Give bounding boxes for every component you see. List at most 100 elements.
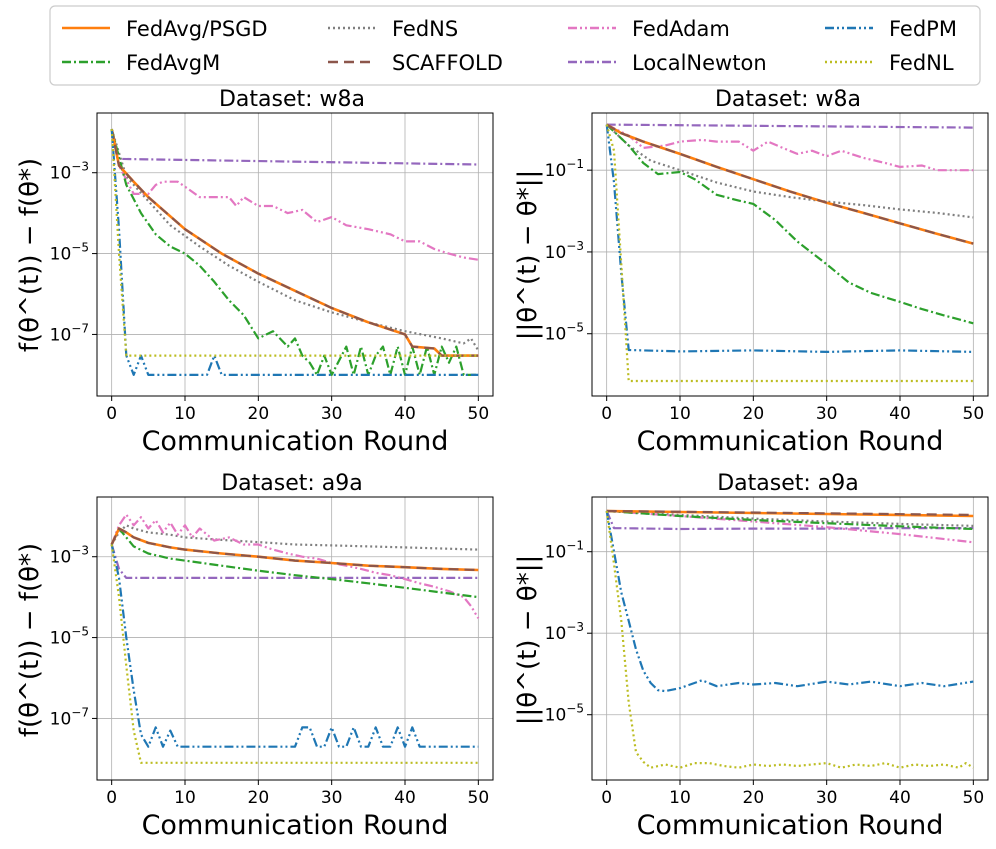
legend-entry: FedNS — [328, 17, 458, 41]
series-line-scaffold — [606, 509, 974, 516]
y-tick-base: 10 — [545, 624, 567, 644]
series-line-fednl — [110, 129, 479, 357]
series-line-fedadam — [110, 128, 479, 261]
y-tick-base: 10 — [50, 325, 72, 345]
series-line-fedavg-psgd — [606, 123, 974, 245]
y-tick-exponent: −5 — [566, 702, 584, 716]
series-line-fedadam — [110, 513, 480, 619]
panel-title: Dataset: a9a — [717, 471, 859, 496]
series-line-fedpm — [605, 510, 974, 693]
series-line-scaffold — [606, 123, 974, 245]
y-tick-exponent: −3 — [566, 239, 584, 253]
legend-entry: FedPM — [825, 17, 957, 41]
legend-entry: LocalNewton — [568, 51, 767, 75]
legend-label: LocalNewton — [632, 51, 767, 75]
y-tick-label: 10−5 — [50, 241, 89, 265]
x-tick-label: 50 — [468, 788, 490, 808]
y-tick-base: 10 — [545, 325, 567, 345]
y-tick-base: 10 — [545, 543, 567, 563]
y-tick-exponent: −1 — [566, 539, 584, 553]
series-line-fedpm — [110, 544, 479, 748]
x-tick-label: 40 — [889, 788, 911, 808]
y-tick-base: 10 — [50, 245, 72, 265]
x-tick-label: 10 — [669, 404, 691, 424]
y-tick-exponent: −3 — [71, 544, 89, 558]
legend-entry: SCAFFOLD — [328, 51, 503, 75]
y-tick-exponent: −7 — [71, 705, 89, 719]
legend-label: FedAvg/PSGD — [126, 17, 268, 41]
series-line-fedavgm — [606, 509, 974, 531]
series-line-fedavgm — [110, 128, 479, 376]
y-tick-base: 10 — [545, 161, 567, 181]
y-tick-exponent: −3 — [566, 620, 584, 634]
y-tick-label: 10−7 — [50, 321, 89, 345]
y-tick-base: 10 — [50, 548, 72, 568]
x-tick-label: 50 — [468, 404, 490, 424]
series-line-fednl — [110, 544, 479, 764]
x-axis-label: Communication Round — [637, 426, 944, 457]
panel-title: Dataset: a9a — [221, 471, 363, 496]
axes-frame — [591, 496, 989, 781]
series-line-fedns — [110, 128, 480, 352]
x-axis-label: Communication Round — [637, 810, 944, 841]
x-axis-label: Communication Round — [142, 426, 449, 457]
legend-label: FedPM — [889, 17, 957, 41]
y-tick-base: 10 — [545, 706, 567, 726]
series-line-fednl — [605, 124, 974, 383]
x-tick-label: 10 — [669, 788, 691, 808]
y-tick-label: 10−3 — [50, 544, 89, 568]
series-line-fedavgm — [110, 527, 479, 599]
series-line-fedns — [110, 524, 479, 551]
x-tick-label: 30 — [321, 404, 343, 424]
legend-label: FedNS — [392, 17, 458, 41]
x-axis-label: Communication Round — [142, 810, 449, 841]
y-tick-label: 10−3 — [545, 239, 584, 263]
series-line-localnewton — [110, 128, 479, 166]
legend-label: FedNL — [889, 51, 954, 75]
series-line-fednl — [605, 510, 974, 769]
y-tick-label: 10−7 — [50, 705, 89, 729]
y-tick-base: 10 — [50, 709, 72, 729]
x-tick-label: 10 — [174, 404, 196, 424]
legend-entry: FedAvgM — [62, 51, 220, 75]
y-tick-base: 10 — [545, 243, 567, 263]
legend-label: SCAFFOLD — [392, 51, 503, 75]
y-tick-exponent: −5 — [71, 625, 89, 639]
x-tick-label: 0 — [106, 404, 117, 424]
series-line-fedavgm — [605, 123, 974, 325]
y-tick-exponent: −5 — [566, 321, 584, 335]
series-line-scaffold — [110, 527, 479, 572]
y-tick-label: 10−5 — [545, 702, 584, 726]
y-tick-base: 10 — [50, 164, 72, 184]
y-tick-label: 10−1 — [545, 539, 584, 563]
y-tick-label: 10−1 — [545, 157, 584, 181]
x-tick-label: 50 — [963, 788, 985, 808]
legend-entry: FedAdam — [568, 17, 730, 41]
series-line-localnewton — [606, 123, 974, 129]
y-axis-label: ||θ^(t) − θ*|| — [513, 170, 543, 340]
legend-frame — [49, 5, 981, 86]
legend-label: FedAdam — [632, 17, 730, 41]
x-tick-label: 40 — [394, 404, 416, 424]
y-axis-label: f(θ^(t)) − f(θ*) — [15, 158, 45, 352]
x-tick-label: 0 — [601, 404, 612, 424]
legend-label: FedAvgM — [126, 51, 220, 75]
y-axis-label: f(θ^(t)) − f(θ*) — [15, 543, 45, 737]
panel-title: Dataset: w8a — [219, 87, 365, 112]
y-tick-exponent: −7 — [71, 321, 89, 335]
series-line-fedadam — [606, 123, 974, 172]
legend-entry: FedNL — [825, 51, 954, 75]
axes-frame — [591, 112, 989, 397]
y-tick-base: 10 — [50, 629, 72, 649]
y-tick-label: 10−3 — [50, 160, 89, 184]
series-line-localnewton — [605, 510, 974, 531]
x-tick-label: 0 — [106, 788, 117, 808]
x-tick-label: 20 — [248, 788, 270, 808]
series-line-scaffold — [110, 128, 479, 357]
series-line-fedns — [605, 123, 974, 219]
axes-frame — [96, 112, 494, 397]
